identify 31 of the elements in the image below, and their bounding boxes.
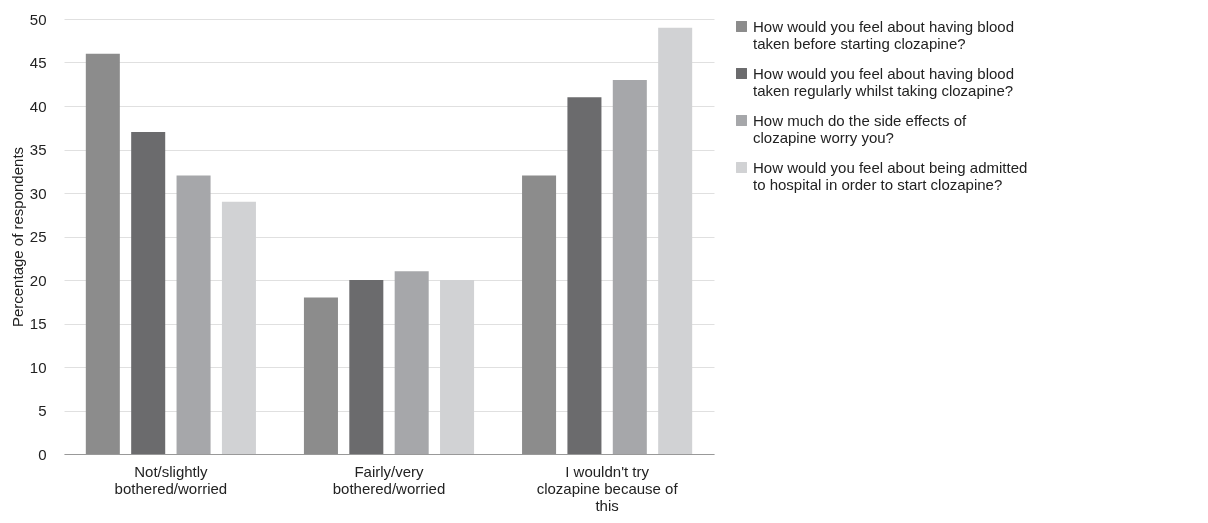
legend-label: How much do the side effects of clozapine worry you? bbox=[753, 111, 967, 146]
bar bbox=[349, 280, 384, 454]
bar bbox=[394, 271, 429, 454]
y-tick-label: 5 bbox=[38, 402, 47, 419]
y-tick-label: 35 bbox=[29, 141, 47, 158]
bar bbox=[440, 280, 475, 454]
y-tick-label: 40 bbox=[29, 97, 47, 115]
legend-label: How would you feel about having blood taken before starting clozapine? bbox=[753, 17, 1015, 52]
bar bbox=[221, 201, 256, 454]
y-tick-label: 20 bbox=[29, 271, 47, 289]
y-tick-label: 25 bbox=[29, 228, 47, 245]
legend-label: How would you feel about being admitted to hospital in order to start clozapine? bbox=[753, 158, 1028, 193]
bar bbox=[612, 79, 647, 454]
bar bbox=[303, 297, 338, 454]
y-tick-label: 30 bbox=[29, 184, 47, 202]
bar bbox=[567, 97, 602, 454]
y-tick-label: 10 bbox=[29, 358, 47, 376]
bar bbox=[131, 132, 166, 454]
legend-label: How would you feel about having blood taken regularly whilst taking clozapine? bbox=[753, 64, 1015, 99]
x-tick-label: Fairly/very bothered/worried bbox=[332, 462, 446, 497]
y-tick-label: 50 bbox=[29, 10, 47, 28]
y-tick-label: 0 bbox=[38, 445, 47, 463]
y-axis-title: Percentage of respondents bbox=[8, 146, 26, 328]
x-tick-label: I wouldn't try clozapine because of this bbox=[536, 462, 679, 514]
bar bbox=[85, 53, 120, 454]
bar bbox=[658, 27, 693, 454]
x-tick-label: Not/slightly bothered/worried bbox=[114, 462, 228, 497]
bar bbox=[176, 175, 211, 454]
bar bbox=[522, 175, 557, 454]
y-tick-label: 15 bbox=[29, 315, 47, 332]
y-tick-label: 45 bbox=[29, 54, 47, 71]
